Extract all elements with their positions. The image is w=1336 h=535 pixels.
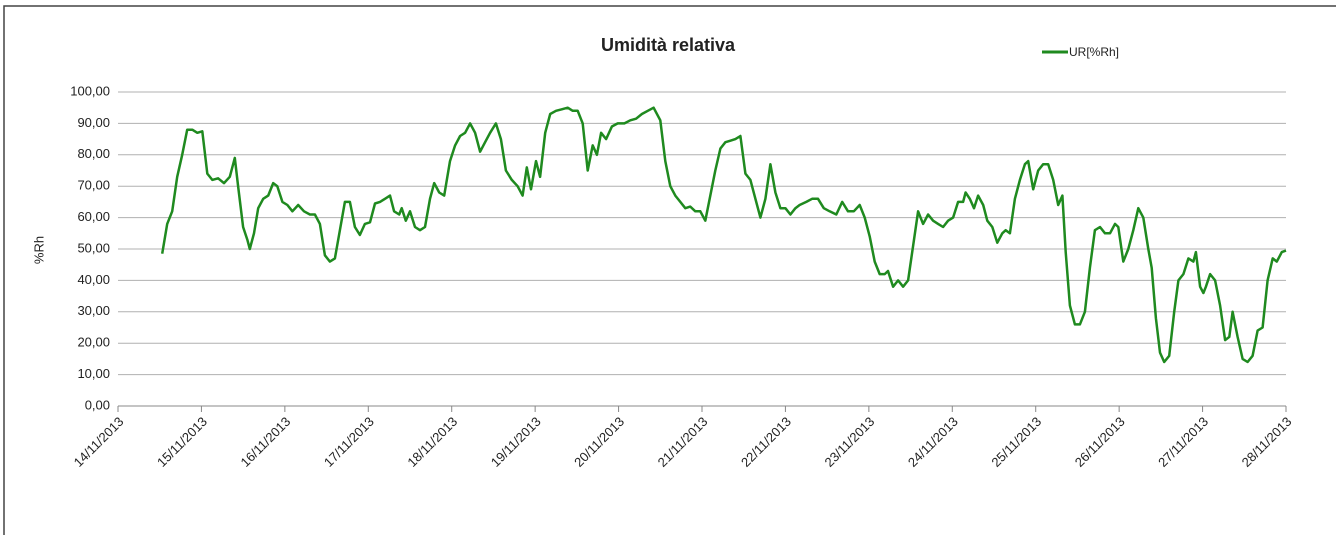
- y-tick-label: 20,00: [77, 335, 110, 350]
- x-tick-label: 20/11/2013: [571, 414, 627, 470]
- x-tick-label: 14/11/2013: [71, 414, 127, 470]
- y-tick-label: 60,00: [77, 209, 110, 224]
- y-tick-label: 40,00: [77, 272, 110, 287]
- y-tick-label: 10,00: [77, 366, 110, 381]
- x-tick-label: 24/11/2013: [905, 414, 961, 470]
- x-tick-label: 16/11/2013: [237, 414, 293, 470]
- chart-frame: [3, 5, 1336, 535]
- y-tick-label: 90,00: [77, 115, 110, 130]
- x-tick-label: 17/11/2013: [321, 414, 377, 470]
- x-tick-label: 28/11/2013: [1239, 414, 1295, 470]
- y-tick-label: 70,00: [77, 178, 110, 193]
- x-tick-label: 18/11/2013: [404, 414, 460, 470]
- y-tick-label: 50,00: [77, 240, 110, 255]
- y-tick-label: 30,00: [77, 303, 110, 318]
- x-tick-label: 26/11/2013: [1072, 414, 1128, 470]
- x-tick-label: 27/11/2013: [1155, 414, 1211, 470]
- y-tick-label: 80,00: [77, 146, 110, 161]
- x-tick-label: 15/11/2013: [154, 414, 210, 470]
- x-tick-label: 22/11/2013: [738, 414, 794, 470]
- x-tick-label: 23/11/2013: [821, 414, 877, 470]
- y-tick-label: 100,00: [70, 83, 110, 98]
- x-tick-label: 21/11/2013: [655, 414, 711, 470]
- x-tick-label: 25/11/2013: [988, 414, 1044, 470]
- data-line: [160, 106, 1287, 364]
- y-axis-label: %Rh: [31, 236, 46, 264]
- y-tick-label: 0,00: [85, 397, 110, 412]
- x-tick-label: 19/11/2013: [488, 414, 544, 470]
- chart-title: Umidità relativa: [601, 35, 736, 55]
- legend-label: UR[%Rh]: [1069, 45, 1119, 59]
